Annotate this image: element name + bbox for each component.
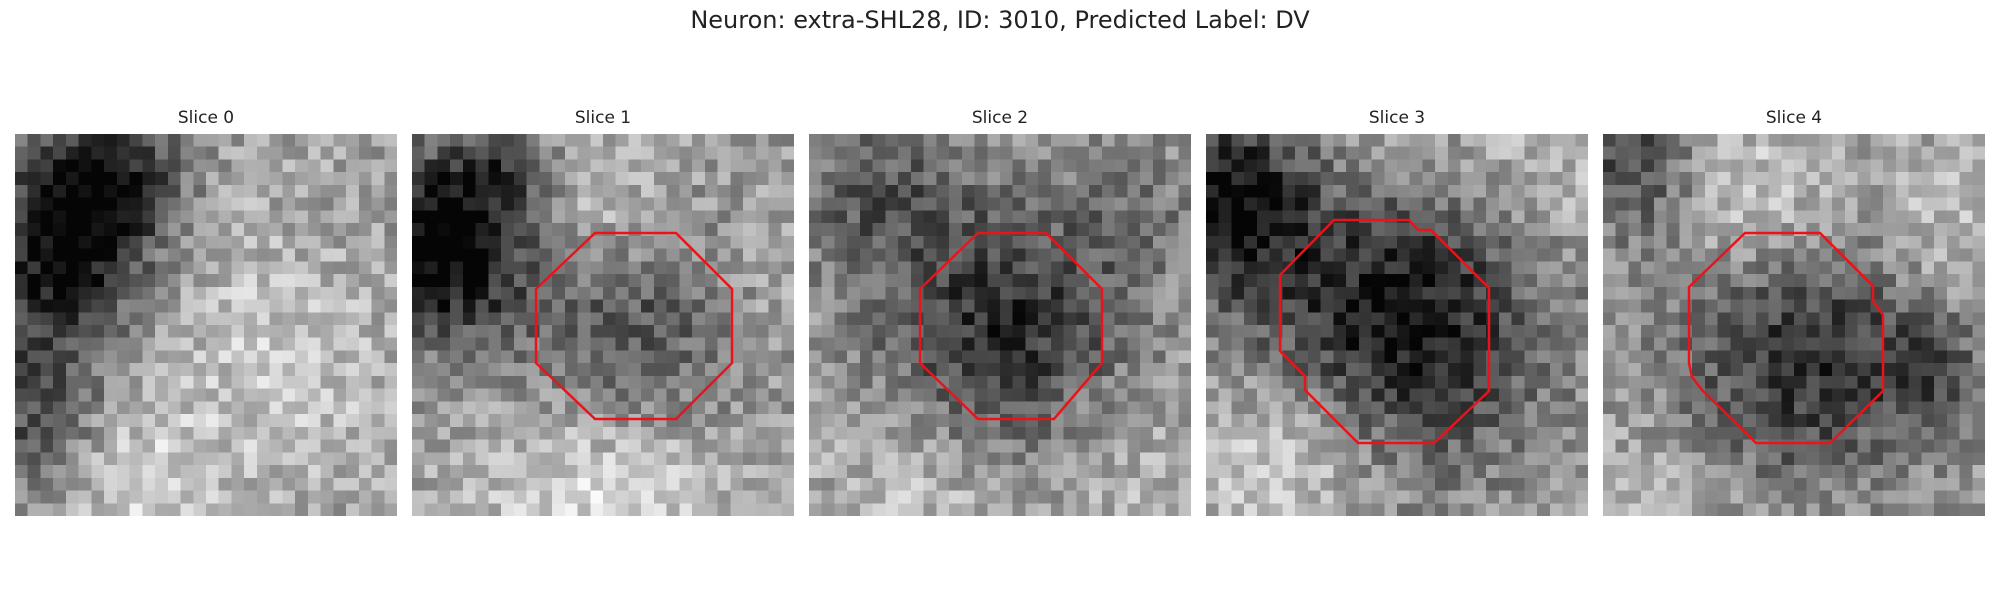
slice-4-grayscale-image <box>1603 134 1985 516</box>
slice-2-image <box>809 134 1191 516</box>
slice-2-grayscale-image <box>809 134 1191 516</box>
slice-1-title: Slice 1 <box>574 108 632 128</box>
slice-2-roi-contour <box>918 231 1104 421</box>
slice-1-roi-contour <box>534 231 734 421</box>
slice-3-image <box>1206 134 1588 516</box>
figure-title: Neuron: extra-SHL28, ID: 3010, Predicted… <box>690 6 1310 34</box>
slice-3-title: Slice 3 <box>1368 108 1426 128</box>
slice-1-grayscale-image <box>412 134 794 516</box>
slice-3-grayscale-image <box>1206 134 1588 516</box>
slice-4-title: Slice 4 <box>1765 108 1823 128</box>
slice-1-image <box>412 134 794 516</box>
slice-4-roi-contour <box>1687 231 1885 445</box>
slice-2-title: Slice 2 <box>971 108 1029 128</box>
slice-0-grayscale-image <box>15 134 397 516</box>
slice-0-title: Slice 0 <box>177 108 235 128</box>
slice-0-image <box>15 134 397 516</box>
slice-3-roi-contour <box>1278 218 1491 445</box>
slice-4-image <box>1603 134 1985 516</box>
